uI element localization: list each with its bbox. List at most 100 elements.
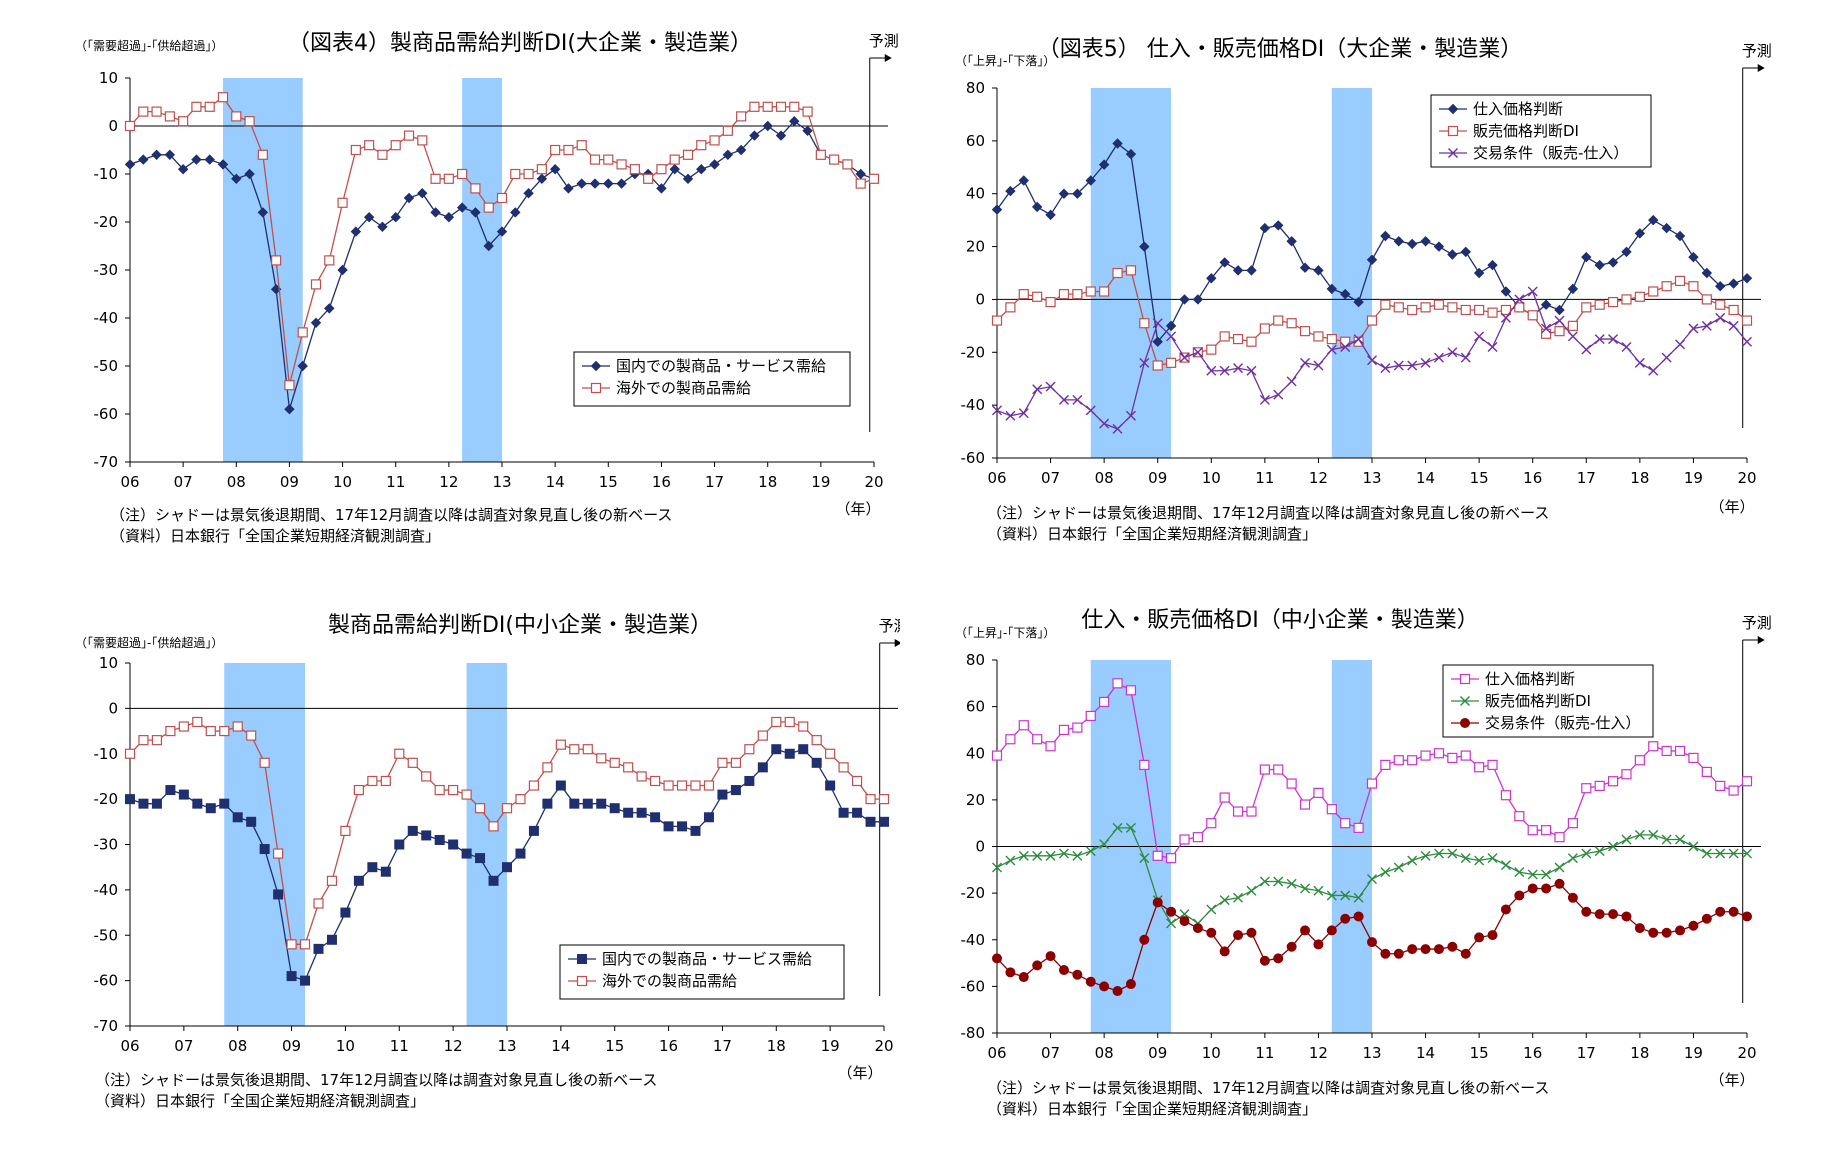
data-point bbox=[616, 159, 627, 170]
data-point bbox=[582, 798, 593, 809]
data-point bbox=[1018, 408, 1029, 419]
forecast-arrowhead bbox=[1757, 636, 1765, 644]
data-point bbox=[855, 168, 866, 180]
data-point-b bbox=[1567, 853, 1578, 864]
data-point bbox=[1353, 892, 1364, 903]
data-point-b bbox=[1541, 869, 1552, 880]
chart-title: 仕入・販売価格DI（中小企業・製造業） bbox=[1081, 608, 1478, 633]
data-point-b bbox=[1313, 885, 1324, 896]
data-point bbox=[231, 173, 242, 185]
y-tick-label: -20 bbox=[94, 790, 119, 808]
x-tick-label: 18 bbox=[1630, 469, 1649, 487]
x-tick-label: 10 bbox=[1202, 1044, 1221, 1062]
data-point bbox=[271, 255, 282, 266]
data-point bbox=[1085, 976, 1096, 987]
data-point bbox=[1500, 286, 1512, 297]
data-point bbox=[1474, 855, 1485, 866]
data-point bbox=[1259, 955, 1270, 966]
data-point bbox=[1112, 678, 1123, 689]
x-tick-label: 14 bbox=[1416, 469, 1435, 487]
data-point bbox=[1139, 241, 1150, 252]
data-point bbox=[417, 135, 428, 146]
data-point bbox=[164, 149, 176, 161]
data-point bbox=[523, 187, 534, 199]
data-point bbox=[1380, 230, 1391, 242]
data-point bbox=[1125, 148, 1137, 160]
x-tick-label: 15 bbox=[1470, 1044, 1489, 1062]
x-tick-label: 20 bbox=[1737, 469, 1756, 487]
data-point bbox=[1420, 944, 1431, 955]
data-point bbox=[1701, 320, 1712, 331]
data-point-b bbox=[1032, 384, 1043, 395]
data-point bbox=[1594, 334, 1605, 345]
data-point bbox=[589, 178, 601, 189]
y-tick-label: -20 bbox=[94, 213, 119, 231]
data-point bbox=[1634, 755, 1645, 766]
x-tick-label: 07 bbox=[1041, 469, 1060, 487]
data-point bbox=[1273, 953, 1284, 964]
data-point bbox=[1098, 159, 1110, 170]
data-point-b bbox=[1326, 890, 1337, 901]
data-point bbox=[1246, 336, 1257, 347]
data-point-b bbox=[992, 862, 1002, 873]
x-tick-label: 08 bbox=[227, 473, 246, 491]
x-tick-label: 08 bbox=[228, 1037, 247, 1055]
legend-label: 海外での製商品需給 bbox=[602, 972, 737, 990]
series-1 bbox=[992, 822, 1752, 929]
data-point bbox=[1058, 848, 1069, 859]
data-point bbox=[457, 168, 468, 180]
data-point-b bbox=[1259, 876, 1270, 887]
data-point bbox=[313, 898, 324, 909]
data-point bbox=[1112, 138, 1123, 149]
data-point bbox=[682, 173, 694, 185]
data-point bbox=[191, 101, 202, 112]
x-tick-label: 15 bbox=[605, 1037, 624, 1055]
data-point bbox=[1112, 986, 1123, 997]
data-point bbox=[461, 848, 472, 859]
data-point bbox=[1326, 804, 1337, 815]
data-point-b bbox=[1527, 286, 1538, 297]
data-point bbox=[682, 149, 694, 160]
data-point bbox=[394, 839, 405, 850]
data-point bbox=[1634, 291, 1645, 302]
data-point bbox=[1273, 220, 1284, 231]
data-point-b bbox=[1541, 323, 1552, 334]
data-point bbox=[650, 775, 661, 787]
data-point bbox=[151, 798, 162, 809]
data-point bbox=[1420, 302, 1431, 313]
data-point bbox=[1487, 342, 1498, 352]
data-point bbox=[1139, 318, 1150, 329]
x-tick-label: 08 bbox=[1095, 469, 1114, 487]
y-tick-label: 80 bbox=[966, 651, 985, 669]
data-point bbox=[744, 744, 755, 755]
data-point bbox=[1675, 834, 1686, 845]
data-point-b bbox=[1246, 365, 1257, 376]
data-point bbox=[259, 757, 270, 768]
data-point-b bbox=[1393, 360, 1404, 371]
data-point bbox=[377, 221, 388, 233]
data-point bbox=[1447, 249, 1458, 260]
data-point bbox=[609, 757, 620, 768]
legend-box bbox=[1430, 94, 1652, 168]
y-tick-label: -40 bbox=[94, 881, 119, 899]
data-point bbox=[802, 125, 813, 137]
data-point bbox=[851, 775, 863, 787]
x-tick-label: 13 bbox=[1362, 1044, 1381, 1062]
data-point bbox=[164, 111, 175, 122]
x-tick-label: 12 bbox=[439, 473, 458, 491]
data-point bbox=[1648, 214, 1659, 226]
forecast-label: 予測 bbox=[879, 617, 900, 635]
data-point bbox=[878, 794, 890, 805]
data-point bbox=[217, 92, 229, 103]
x-tick-label: 10 bbox=[333, 473, 352, 491]
data-point bbox=[367, 775, 378, 787]
data-point-b bbox=[1219, 895, 1230, 906]
data-point bbox=[1233, 363, 1244, 374]
data-point bbox=[1715, 299, 1726, 310]
data-point bbox=[1045, 850, 1056, 861]
data-point bbox=[178, 116, 189, 127]
data-point bbox=[1742, 848, 1752, 859]
data-point bbox=[1567, 892, 1578, 903]
data-point bbox=[1380, 759, 1391, 771]
data-point-b bbox=[1233, 363, 1244, 374]
